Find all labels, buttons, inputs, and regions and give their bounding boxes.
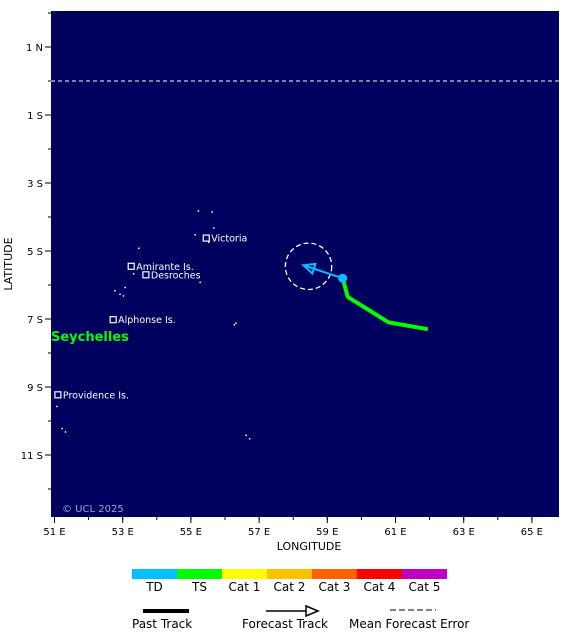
copyright-text: © UCL 2025 xyxy=(62,504,124,515)
island-dot xyxy=(138,247,140,250)
island-dot xyxy=(248,438,251,440)
past-track-legend-label: Past Track xyxy=(132,617,192,631)
place-marker xyxy=(142,271,150,279)
island-dot xyxy=(114,290,116,292)
place-label: Alphonse Is. xyxy=(118,315,176,326)
island-dot xyxy=(122,295,125,297)
island-dot xyxy=(213,227,215,229)
y-tick-label: 3 S xyxy=(27,179,43,190)
x-tick-label: 59 E xyxy=(316,527,338,538)
x-tick-label: 63 E xyxy=(453,527,475,538)
y-axis-label: LATITUDE xyxy=(2,237,15,290)
legend-category-label: TD xyxy=(145,580,163,594)
island-dots xyxy=(56,210,251,440)
y-tick-label: 1 S xyxy=(27,111,43,122)
x-tick-label: 57 E xyxy=(248,527,270,538)
place-marker xyxy=(127,262,135,270)
country-label: Seychelles xyxy=(51,330,129,345)
x-tick-label: 65 E xyxy=(521,527,543,538)
place-label: Victoria xyxy=(211,234,247,245)
intensity-legend: TD TS Cat 1 Cat 2 Cat 3 Cat 4 Cat 5 xyxy=(132,569,447,594)
island-dot xyxy=(56,405,58,408)
forecast-track-line xyxy=(303,264,343,280)
legend-swatch xyxy=(222,569,267,579)
x-tick-label: 51 E xyxy=(43,527,65,538)
legend-category-label: Cat 4 xyxy=(364,580,396,594)
current-position-marker xyxy=(338,273,348,283)
y-tick-label: 5 S xyxy=(27,247,43,258)
y-tick-label: 1 N xyxy=(26,43,43,54)
legend-swatch xyxy=(177,569,222,579)
place-marker xyxy=(202,234,210,242)
legend-category-label: Cat 2 xyxy=(274,580,306,594)
forecast-track-legend-arrow xyxy=(305,604,320,618)
ocean-panel xyxy=(51,11,559,517)
legend-swatch xyxy=(312,569,357,579)
y-tick-label: 11 S xyxy=(21,451,43,462)
island-dot xyxy=(197,210,200,212)
error-legend-label: Mean Forecast Error xyxy=(349,617,469,631)
island-dot xyxy=(245,434,247,437)
legend-swatch xyxy=(132,569,177,579)
place-label: Desroches xyxy=(151,270,201,281)
island-dot xyxy=(211,211,213,213)
island-dot xyxy=(235,322,237,324)
island-dot xyxy=(132,273,135,275)
forecast-arrowhead xyxy=(301,262,317,276)
legend-category-label: TS xyxy=(191,580,207,594)
island-dot xyxy=(199,281,201,284)
x-axis-label: LONGITUDE xyxy=(277,540,342,553)
y-tick-label: 7 S xyxy=(27,315,43,326)
legend-category-label: Cat 5 xyxy=(409,580,441,594)
legend-category-label: Cat 3 xyxy=(319,580,351,594)
island-dot xyxy=(61,427,63,430)
place-marker xyxy=(109,316,117,324)
past-track-line xyxy=(340,277,429,332)
place-label: Amirante Is. xyxy=(136,262,194,273)
legend-swatch xyxy=(267,569,312,579)
x-tick-label: 55 E xyxy=(180,527,202,538)
island-dot xyxy=(207,241,210,243)
axis-ticks: 51 E 53 E 55 E 57 E 59 E 61 E 63 E 65 E 1 N 1 S 3 … xyxy=(21,12,543,538)
forecast-track-legend-label: Forecast Track xyxy=(242,617,328,631)
island-dot xyxy=(124,286,126,289)
x-tick-label: 61 E xyxy=(384,527,406,538)
island-dot xyxy=(233,324,236,326)
island-dot xyxy=(64,431,67,433)
place-label: Providence Is. xyxy=(63,390,129,401)
island-dot xyxy=(119,293,121,295)
legend-swatch xyxy=(357,569,402,579)
place-labels: Victoria Amirante Is.Desroches Alphonse Is… xyxy=(54,234,247,401)
legend-swatch xyxy=(402,569,447,579)
forecast-error-circle xyxy=(284,242,333,291)
place-marker xyxy=(54,391,62,399)
x-tick-label: 53 E xyxy=(112,527,134,538)
legend-category-label: Cat 1 xyxy=(229,580,261,594)
y-tick-label: 9 S xyxy=(27,383,43,394)
island-dot xyxy=(194,234,196,236)
